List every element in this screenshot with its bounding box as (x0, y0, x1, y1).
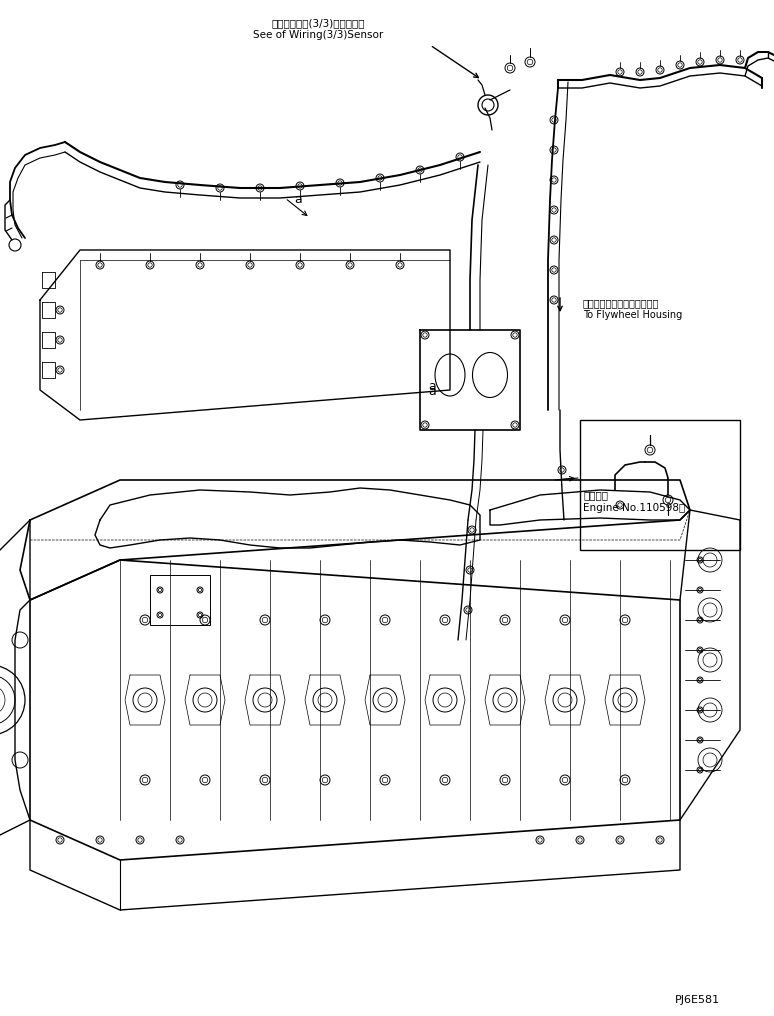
Text: a: a (294, 193, 302, 206)
Text: a: a (428, 381, 436, 393)
Text: See of Wiring(3/3)Sensor: See of Wiring(3/3)Sensor (253, 30, 383, 40)
Text: PJ6E581: PJ6E581 (675, 995, 720, 1005)
Text: フライホイールハウジングへ: フライホイールハウジングへ (583, 298, 659, 308)
Text: To Flywheel Housing: To Flywheel Housing (583, 310, 682, 320)
Bar (580, 420, 740, 550)
Text: Engine No.110598～: Engine No.110598～ (583, 503, 685, 513)
Bar (150, 575, 210, 625)
Text: a: a (428, 385, 436, 398)
Text: 適用号機: 適用号機 (583, 490, 608, 500)
Text: ワイヤリング(3/3)センサ参照: ワイヤリング(3/3)センサ参照 (271, 18, 365, 28)
